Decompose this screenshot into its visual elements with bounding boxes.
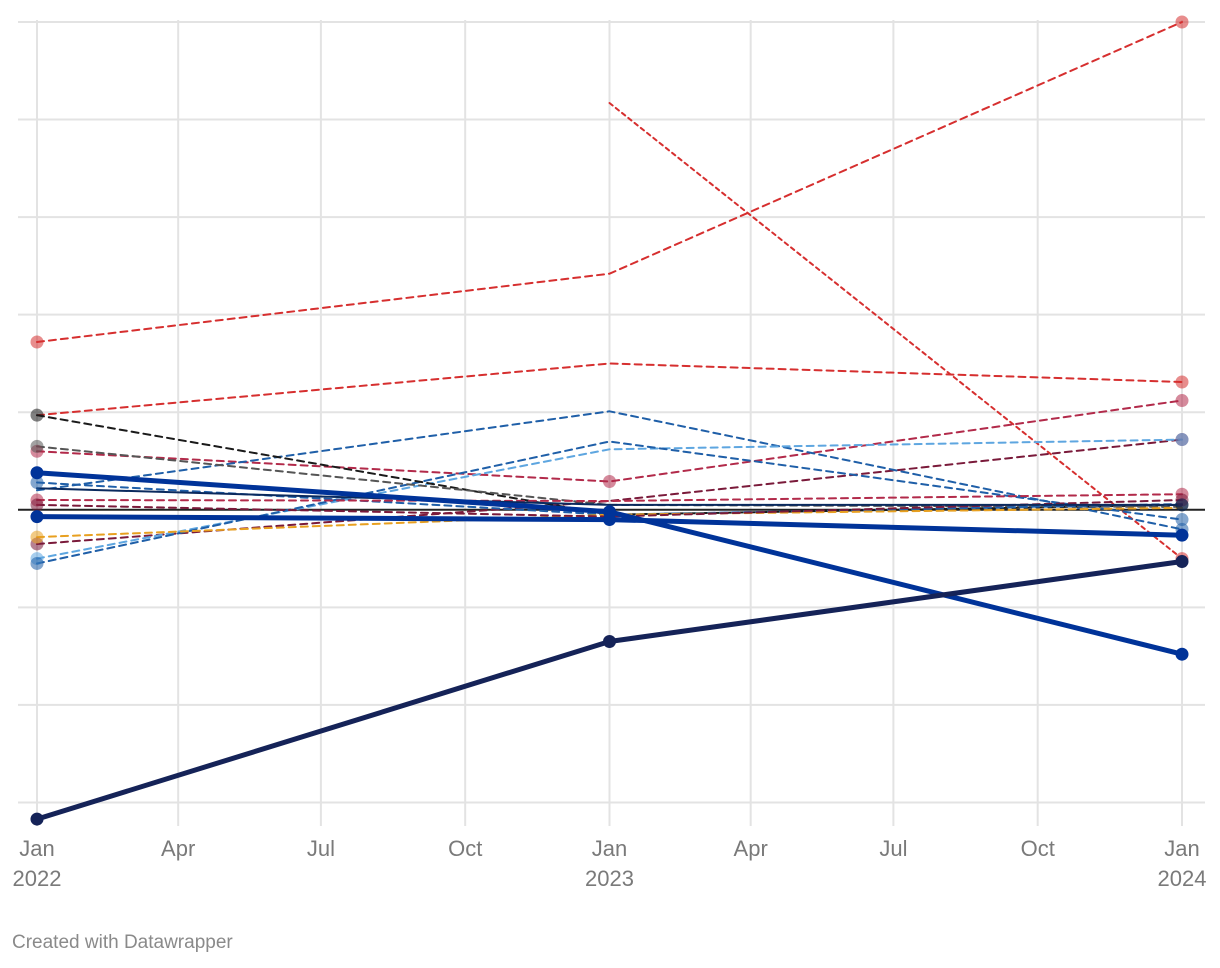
- data-point-9-1: [30, 408, 44, 422]
- data-point-8-3: [1175, 513, 1189, 527]
- data-point-3-3: [1175, 375, 1189, 389]
- line-chart: Jan 2022 Apr Jul Oct Jan 2023 Apr Jul Oct Jan 2024: [13, 15, 1207, 891]
- x-tick-year-label: 2022: [13, 866, 62, 891]
- series-line-2: [608, 102, 1183, 560]
- series-line-5: [36, 438, 1183, 545]
- data-point-16-1: [30, 466, 44, 480]
- data-point-17-1: [30, 510, 44, 524]
- x-tick-year-label: 2024: [1158, 866, 1207, 891]
- series-line-4: [36, 399, 1183, 483]
- data-point-14-1: [30, 498, 44, 512]
- data-point-10-1: [30, 439, 44, 453]
- data-point-18-2: [603, 635, 616, 649]
- x-tick-label: Jan: [19, 836, 54, 861]
- data-point-7-3: [1175, 433, 1189, 447]
- x-tick-label: Apr: [734, 836, 768, 861]
- x-tick-label: Jan: [592, 836, 627, 861]
- data-point-11-1: [30, 475, 44, 489]
- data-point-1-1: [30, 335, 44, 349]
- x-tick-label: Oct: [1021, 836, 1055, 861]
- x-tick-label: Jan: [1164, 836, 1199, 861]
- data-point-18-1: [30, 812, 44, 826]
- data-point-17-2: [603, 513, 616, 527]
- data-point-8-1: [30, 556, 44, 570]
- data-point-15-3: [1175, 498, 1189, 512]
- x-tick-label: Apr: [161, 836, 195, 861]
- series-line-3: [36, 362, 1183, 417]
- x-tick-label: Jul: [879, 836, 907, 861]
- series-line-1: [36, 21, 1183, 343]
- x-tick-label: Oct: [448, 836, 482, 861]
- datawrapper-credit: Created with Datawrapper: [12, 932, 233, 953]
- grid-lines: [18, 20, 1205, 826]
- series-line-12: [36, 506, 1183, 539]
- series-line-6: [36, 410, 1183, 531]
- data-point-18-3: [1175, 555, 1189, 569]
- data-point-12-1: [30, 530, 44, 544]
- series-points: [30, 15, 1189, 826]
- series-line-15: [36, 487, 1183, 506]
- data-point-4-2: [603, 475, 616, 489]
- data-point-16-3: [1175, 647, 1189, 661]
- data-point-1-3: [1175, 15, 1189, 29]
- data-point-17-3: [1175, 528, 1189, 542]
- x-axis: Jan 2022 Apr Jul Oct Jan 2023 Apr Jul Oct Jan 2024: [13, 836, 1207, 891]
- x-tick-label: Jul: [307, 836, 335, 861]
- data-point-4-3: [1175, 394, 1189, 408]
- x-tick-year-label: 2023: [585, 866, 634, 891]
- series-line-8: [36, 440, 1183, 565]
- series-line-13: [36, 493, 1183, 502]
